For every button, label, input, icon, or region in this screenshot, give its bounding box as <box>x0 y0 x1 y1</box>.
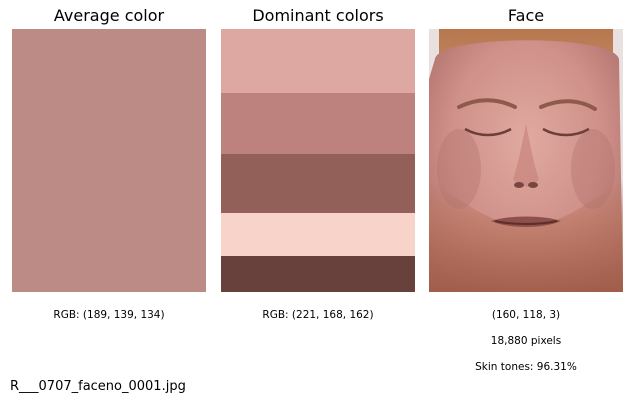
face-skin-tones: Skin tones: 96.31% <box>475 361 577 373</box>
face-image <box>429 29 623 292</box>
dominant-color-rgb: RGB: (221, 168, 162) <box>262 309 374 321</box>
face-title: Face <box>507 6 545 25</box>
filename-label: R___0707_faceno_0001.jpg <box>10 379 186 394</box>
face-pixel-count: 18,880 pixels <box>490 335 562 347</box>
dominant-colors-stack <box>221 29 415 292</box>
dominant-color-band-3 <box>221 153 415 214</box>
face-illustration <box>429 29 623 292</box>
dominant-color-band-5 <box>221 256 415 292</box>
dominant-colors-title: Dominant colors <box>252 6 384 25</box>
average-color-rgb: RGB: (189, 139, 134) <box>53 309 165 321</box>
average-color-title: Average color <box>53 6 165 25</box>
face-dimensions: (160, 118, 3) <box>491 309 561 321</box>
dominant-color-band-2 <box>221 93 415 154</box>
dominant-color-band-4 <box>221 213 415 257</box>
average-color-swatch <box>12 29 206 292</box>
dominant-color-band-1 <box>221 29 415 94</box>
